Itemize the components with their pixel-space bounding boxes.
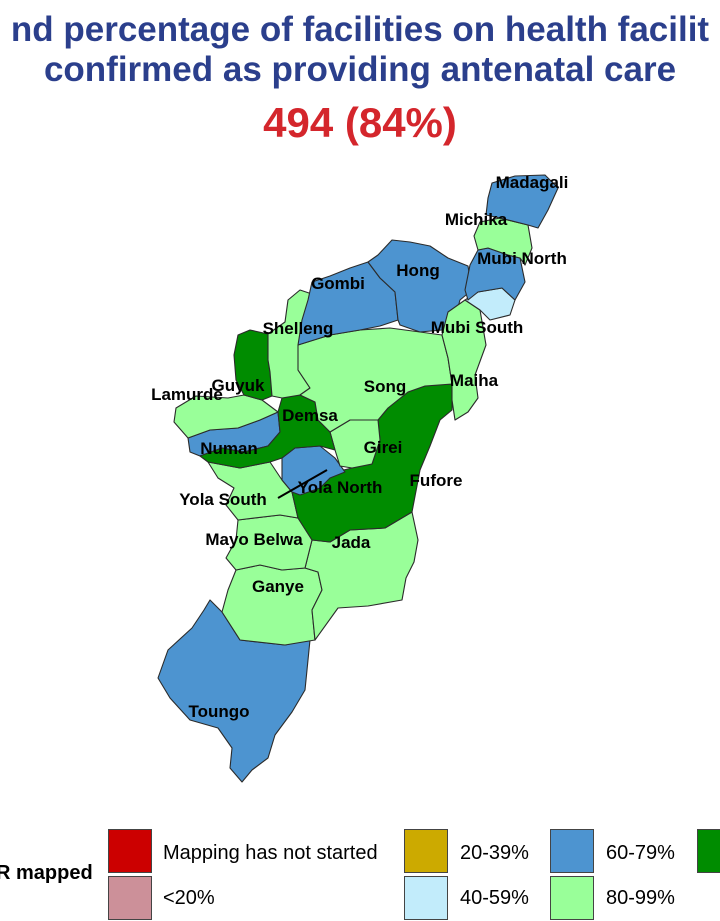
legend-swatch-20-39 bbox=[404, 829, 448, 873]
yola-boundary-line bbox=[277, 469, 328, 499]
label-lamurde: Lamurde bbox=[151, 385, 223, 404]
facility-count-stat: 494 (84%) bbox=[263, 99, 457, 146]
map-title-line-2: confirmed as providing antenatal care bbox=[43, 50, 677, 89]
label-shelleng: Shelleng bbox=[263, 319, 334, 338]
label-madagali: Madagali bbox=[496, 173, 569, 192]
legend-label-80-99: 80-99% bbox=[606, 887, 675, 909]
label-jada: Jada bbox=[332, 533, 371, 552]
adamawa-lga-map: Madagali Michika Mubi North Hong Gombi M… bbox=[151, 173, 569, 783]
label-ganye: Ganye bbox=[252, 577, 304, 596]
map-title-line-1: nd percentage of facilities on health fa… bbox=[10, 10, 710, 49]
label-guyuk: Guyuk bbox=[212, 376, 265, 395]
legend-swatch-not-started bbox=[108, 829, 152, 873]
legend-label-not-started: Mapping has not started bbox=[163, 842, 378, 864]
label-mubi-south: Mubi South bbox=[431, 318, 524, 337]
legend-title: R mapped bbox=[0, 862, 93, 884]
region-madagali bbox=[485, 174, 559, 229]
label-gombi: Gombi bbox=[311, 274, 365, 293]
label-michika: Michika bbox=[445, 210, 508, 229]
label-numan: Numan bbox=[200, 439, 258, 458]
label-demsa: Demsa bbox=[282, 406, 338, 425]
label-song: Song bbox=[364, 377, 407, 396]
legend-swatch-80-99 bbox=[550, 876, 594, 920]
label-yola-north: Yola North bbox=[298, 478, 383, 497]
region-song bbox=[297, 327, 453, 433]
legend-swatch-60-79 bbox=[550, 829, 594, 873]
legend-label-40-59: 40-59% bbox=[460, 887, 529, 909]
legend-swatch-lt20 bbox=[108, 876, 152, 920]
legend-swatch-40-59 bbox=[404, 876, 448, 920]
label-fufore: Fufore bbox=[410, 471, 463, 490]
label-yola-south: Yola South bbox=[179, 490, 267, 509]
label-maiha: Maiha bbox=[450, 371, 499, 390]
label-mubi-north: Mubi North bbox=[477, 249, 567, 268]
label-toungo: Toungo bbox=[188, 702, 249, 721]
legend-label-20-39: 20-39% bbox=[460, 842, 529, 864]
label-hong: Hong bbox=[396, 261, 439, 280]
legend-label-lt20: <20% bbox=[163, 887, 215, 909]
legend-label-60-79: 60-79% bbox=[606, 842, 675, 864]
legend-swatch-100 bbox=[697, 829, 720, 873]
label-mayo-belwa: Mayo Belwa bbox=[205, 530, 303, 549]
region-hong bbox=[367, 239, 473, 333]
label-girei: Girei bbox=[364, 438, 403, 457]
region-gombi bbox=[297, 261, 399, 346]
region-lamurde bbox=[173, 394, 279, 439]
